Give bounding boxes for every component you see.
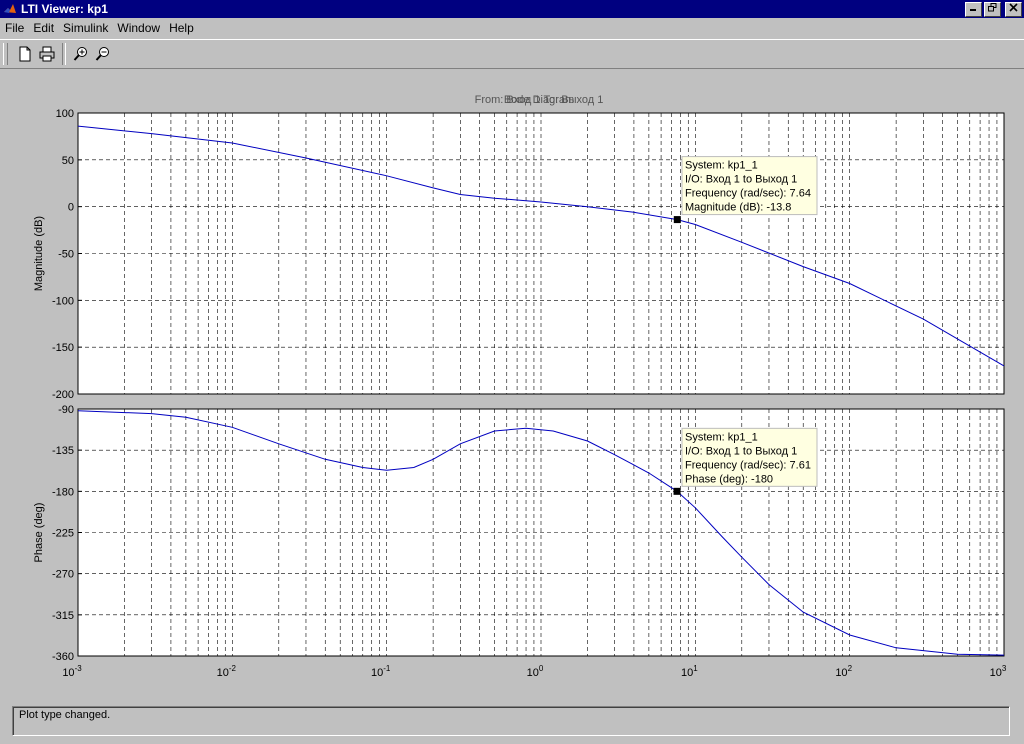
xtick-label: 101 [681,664,698,679]
magnitude-ytick-label: -50 [58,249,74,261]
phase-ylabel: Phase (deg) [33,503,45,563]
zoom-in-button[interactable] [70,43,92,65]
phase-ytick-label: -360 [52,651,74,663]
xtick-label: 103 [990,664,1007,679]
close-button[interactable] [1005,1,1022,17]
datatip-line-phase: Frequency (rad/sec): 7.61 [685,459,811,471]
matlab-icon [4,4,16,13]
magnitude-curve [77,125,1005,367]
datatip-line-magnitude: Frequency (rad/sec): 7.64 [685,188,811,200]
new-file-icon [19,46,31,62]
minimize-button[interactable] [965,1,982,17]
xtick-label: 10-2 [217,664,237,679]
menu-help[interactable]: Help [169,21,194,35]
title-bar: LTI Viewer: kp1 [0,0,1024,18]
new-button[interactable] [14,43,36,65]
datatip-marker-magnitude[interactable] [673,216,681,224]
datatip-line-magnitude: System: kp1_1 [685,160,758,172]
magnitude-ytick-label: 50 [62,155,74,167]
status-bar: Plot type changed. [12,706,1010,736]
toolbar-grip[interactable] [3,43,8,65]
zoom-out-button[interactable] [92,43,114,65]
bode-title-1: Bode Diagram [504,94,574,106]
xtick-label: 10-1 [371,664,391,679]
menu-simulink[interactable]: Simulink [63,21,109,35]
print-button[interactable] [36,43,58,65]
menu-bar: File Edit Simulink Window Help [0,18,1024,38]
datatip-box-magnitude [681,156,818,216]
phase-ytick-label: -315 [52,610,74,622]
print-icon [39,46,55,62]
phase-curve [77,410,1005,656]
phase-ytick-label: -135 [52,445,74,457]
datatip-line-magnitude: Magnitude (dB): -13.8 [685,202,791,214]
status-text: Plot type changed. [19,709,111,721]
minimize-icon [970,8,976,11]
xtick-label: 100 [527,664,544,679]
restore-button[interactable] [984,1,1001,17]
magnitude-ytick-label: 100 [56,108,74,120]
menu-file[interactable]: File [5,21,25,35]
datatip-line-phase: System: kp1_1 [685,431,758,443]
datatip-box-phase [681,427,818,487]
phase-ytick-label: -90 [58,404,74,416]
magnitude-ylabel: Magnitude (dB) [33,216,45,291]
datatip-line-magnitude: I/O: Вход 1 to Выход 1 [685,174,797,186]
xtick-label: 102 [835,664,852,679]
datatip-line-phase: Phase (deg): -180 [685,473,773,485]
phase-ytick-label: -180 [52,486,74,498]
zoom-out-icon [95,47,109,61]
datatip-line-phase: I/O: Вход 1 to Выход 1 [685,445,797,457]
magnitude-ytick-label: -150 [52,342,74,354]
restore-icon [988,2,997,11]
xtick-label: 10-3 [62,664,82,679]
menu-edit[interactable]: Edit [33,21,55,35]
menu-window[interactable]: Window [117,21,161,35]
close-icon [1009,2,1018,12]
datatip-marker-phase[interactable] [673,487,681,495]
magnitude-ytick-label: 0 [68,202,74,214]
window-title: LTI Viewer: kp1 [21,2,108,16]
phase-ytick-label: -225 [52,528,74,540]
bode-title-0: From: Вход 1 To: Выход 1 [475,94,604,106]
toolbar [0,39,1024,69]
zoom-in-icon [73,47,87,61]
phase-ytick-label: -270 [52,569,74,581]
toolbar-separator [62,43,66,65]
magnitude-ytick-label: -200 [52,389,74,401]
magnitude-ytick-label: -100 [52,295,74,307]
